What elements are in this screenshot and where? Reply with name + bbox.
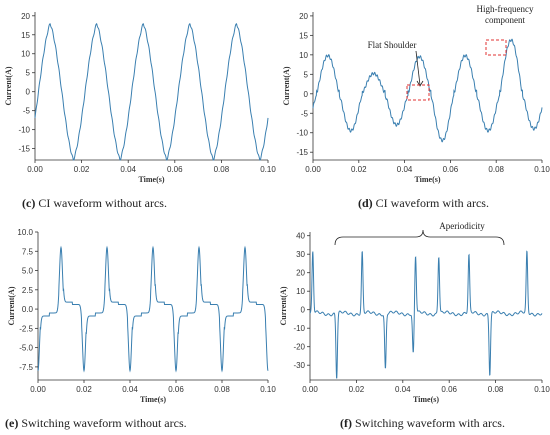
aperiodicity-brace	[334, 229, 505, 246]
annotation-high-frequency-line1: High-frequency	[477, 4, 534, 14]
x-tick-label: 0.04	[120, 165, 136, 174]
axes	[35, 231, 269, 383]
x-tick-label: 0.10	[534, 165, 550, 174]
caption-e-text: Switching waveform without arcs.	[18, 416, 187, 430]
high-frequency-highlight-box	[485, 39, 507, 56]
x-tick-label: 0.00	[30, 385, 46, 394]
x-tick-label: 0.06	[167, 165, 183, 174]
annotation-aperiodicity: Aperiodicity	[439, 221, 485, 231]
x-tick-label: 0.04	[395, 385, 411, 394]
y-tick-label: 0.0	[22, 305, 34, 314]
waveform-series-line	[309, 250, 543, 379]
y-tick-label: -5	[23, 107, 31, 116]
y-tick-label: -7.5	[19, 363, 33, 372]
y-tick-label: -10	[293, 324, 305, 333]
y-tick-label: 5.0	[22, 267, 34, 276]
y-tick-label: -2.5	[19, 324, 33, 333]
x-tick-label: 0.06	[443, 165, 459, 174]
x-tick-label: 0.08	[214, 385, 230, 394]
y-tick-label: 30	[296, 250, 305, 259]
caption-c: (c) CI waveform without arcs.	[22, 196, 167, 211]
y-tick-label: 10	[21, 50, 30, 59]
x-tick-label: 0.00	[305, 165, 321, 174]
y-tick-label: -15	[296, 148, 308, 157]
chart-f-switching-waveform-with-arcs: 40 30 20 10 0 -10 -20 -30 0.00 0.02 0.04 0.06 0.08 0.…	[279, 221, 550, 404]
y-tick-label: 5	[26, 69, 31, 78]
annotation-high-frequency-line2: component	[485, 15, 525, 25]
x-tick-label: 0.10	[534, 385, 550, 394]
x-tick-label: 0.10	[260, 165, 276, 174]
y-tick-label: 10	[299, 51, 308, 60]
y-tick-label: 0	[301, 306, 306, 315]
waveform-series-line	[34, 23, 269, 161]
caption-d-text: CI waveform with arcs.	[372, 196, 489, 210]
x-tick-label: 0.04	[397, 165, 413, 174]
x-tick-label: 0.02	[74, 165, 90, 174]
caption-d-letter: (d)	[358, 196, 373, 210]
x-tick-label: 0.08	[488, 385, 504, 394]
y-tick-label: 15	[21, 31, 30, 40]
x-tick-label: 0.00	[27, 165, 43, 174]
waveform-series-line	[37, 245, 269, 373]
x-tick-label: 0.06	[441, 385, 457, 394]
x-tick-label: 0.02	[349, 385, 365, 394]
x-axis-title: Time(s)	[413, 395, 439, 404]
x-tick-label: 0.06	[168, 385, 184, 394]
y-axis-title: Current(A)	[4, 66, 13, 105]
y-tick-label: -10	[296, 129, 308, 138]
y-tick-label: -10	[18, 126, 30, 135]
y-tick-label: 20	[296, 269, 305, 278]
y-tick-label: 20	[299, 12, 308, 21]
caption-c-letter: (c)	[22, 196, 36, 210]
y-axis-title: Current(A)	[282, 66, 291, 105]
caption-f-letter: (f)	[340, 416, 352, 430]
flat-shoulder-highlight-box	[406, 84, 430, 101]
axes	[32, 12, 269, 163]
y-tick-label: 0	[26, 88, 31, 97]
axes	[307, 232, 543, 383]
y-tick-label: -5.0	[19, 344, 33, 353]
y-tick-label: 40	[296, 232, 305, 241]
y-tick-label: 0	[304, 90, 309, 99]
caption-e: (e) Switching waveform without arcs.	[5, 416, 187, 431]
annotation-flat-shoulder: Flat Shoulder	[368, 40, 417, 50]
caption-d: (d) CI waveform with arcs.	[358, 196, 489, 211]
y-tick-label: 2.5	[22, 286, 34, 295]
y-tick-label: 15	[299, 31, 308, 40]
x-axis-title: Time(s)	[138, 175, 164, 184]
y-tick-label: 10	[296, 287, 305, 296]
y-tick-label: 7.5	[22, 247, 34, 256]
x-tick-label: 0.00	[302, 385, 318, 394]
y-tick-label: -20	[293, 343, 305, 352]
chart-c-ci-waveform: 20 15 10 5 0 -5 -10 -15 0.00 0.02 0.04 0.06 0.08 0.10…	[4, 12, 276, 184]
x-tick-label: 0.08	[488, 165, 504, 174]
chart-d-ci-waveform-with-arcs: 20 15 10 5 0 -5 -10 -15 0.00 0.02 0.04 0.06 0.08 0.10…	[282, 4, 550, 184]
x-tick-label: 0.08	[214, 165, 230, 174]
chart-e-switching-waveform: 10.0 7.5 5.0 2.5 0.0 -2.5 -5.0 -7.5 0.00 0.02 0.04…	[7, 228, 276, 404]
x-tick-label: 0.02	[351, 165, 367, 174]
axes	[310, 12, 543, 163]
flat-shoulder-arrowhead	[416, 80, 424, 87]
y-tick-label: 10.0	[17, 228, 33, 237]
y-tick-label: -5	[301, 109, 309, 118]
y-axis-title: Current(A)	[7, 286, 16, 325]
x-tick-label: 0.02	[76, 385, 92, 394]
x-axis-title: Time(s)	[414, 175, 440, 184]
waveform-series-line	[312, 38, 543, 143]
caption-e-letter: (e)	[5, 416, 19, 430]
flat-shoulder-arrow	[415, 50, 421, 86]
caption-f-text: Switching waveform with arcs.	[352, 416, 505, 430]
caption-f: (f) Switching waveform with arcs.	[340, 416, 505, 431]
x-tick-label: 0.10	[260, 385, 276, 394]
x-tick-label: 0.04	[122, 385, 138, 394]
x-axis-title: Time(s)	[140, 395, 166, 404]
y-tick-label: 5	[304, 70, 309, 79]
y-tick-label: -30	[293, 361, 305, 370]
y-axis-title: Current(A)	[279, 286, 288, 325]
y-tick-label: -15	[18, 145, 30, 154]
y-tick-label: 20	[21, 12, 30, 21]
caption-c-text: CI waveform without arcs.	[35, 196, 167, 210]
